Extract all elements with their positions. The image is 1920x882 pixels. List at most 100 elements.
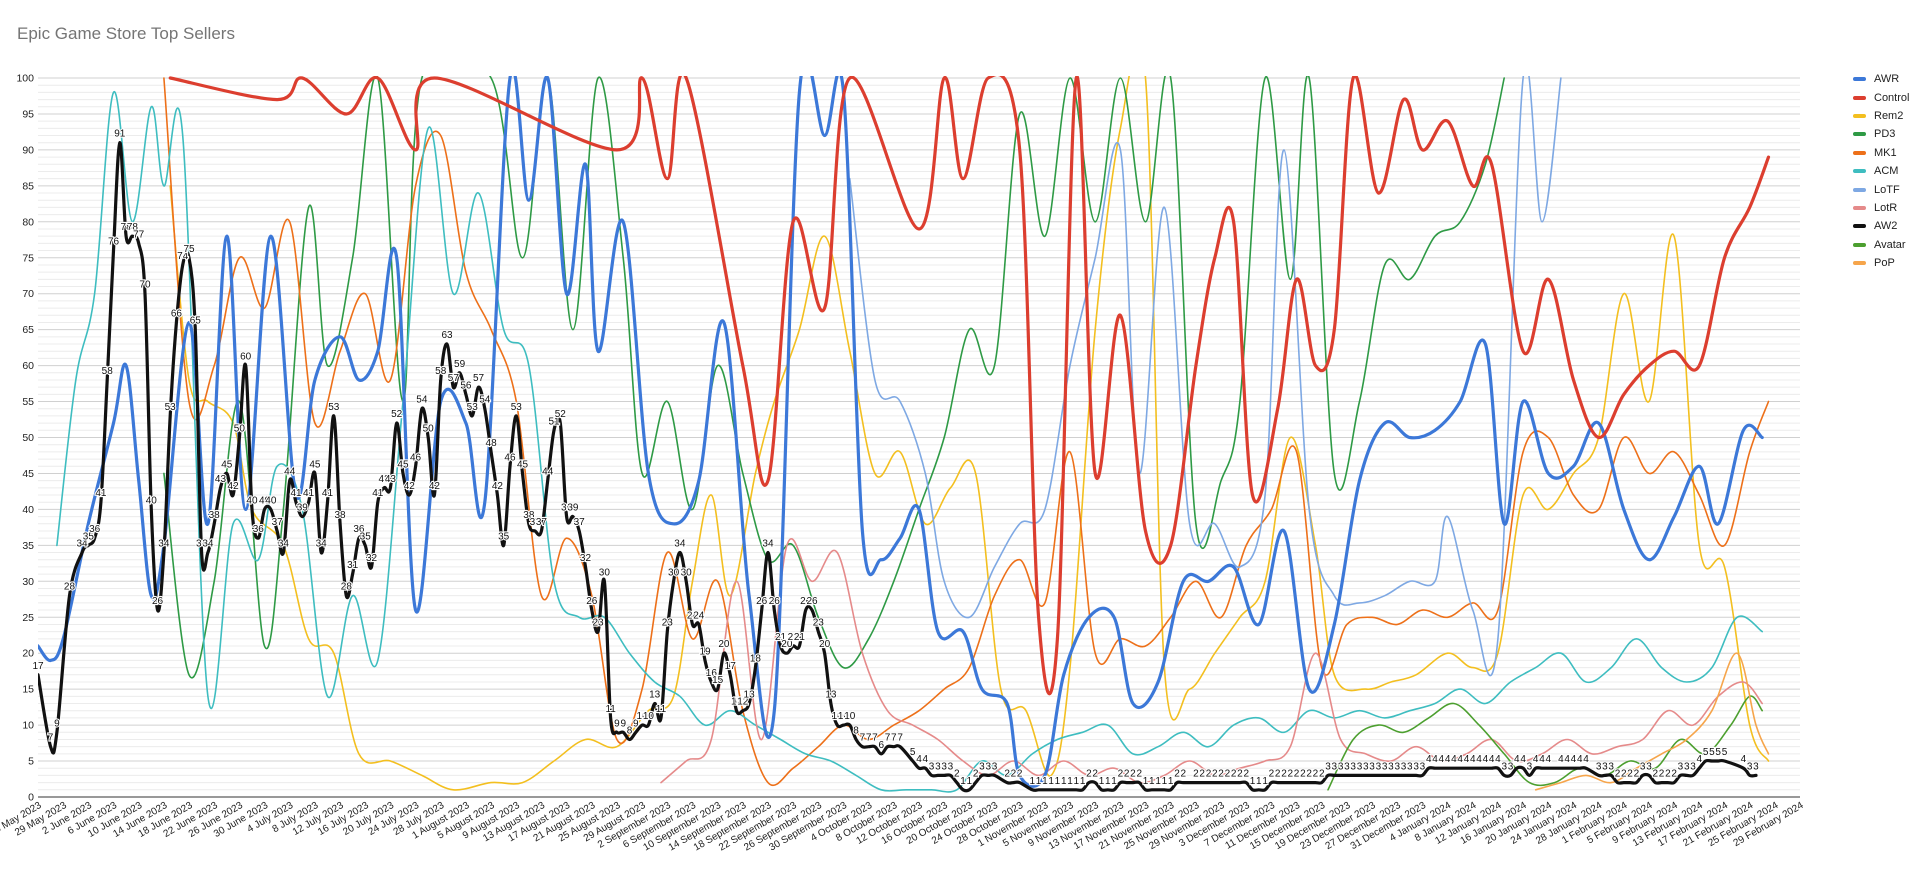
- y-tick-label: 75: [22, 252, 34, 264]
- data-label: 3: [1678, 761, 1684, 772]
- data-label: 2: [1627, 769, 1633, 780]
- legend-label: AW2: [1874, 220, 1898, 233]
- data-label: 26: [586, 596, 598, 607]
- data-label: 78: [121, 222, 133, 233]
- data-label: 2: [1092, 769, 1098, 780]
- data-label: 3: [1363, 761, 1369, 772]
- data-label: 19: [699, 646, 711, 657]
- y-tick-label: 15: [22, 684, 34, 696]
- data-label: 2: [1237, 769, 1243, 780]
- y-tick-label: 25: [22, 612, 34, 624]
- data-label: 2: [1659, 769, 1665, 780]
- data-label: 12: [731, 697, 743, 708]
- data-label: 32: [366, 553, 378, 564]
- data-label: 2: [1199, 769, 1205, 780]
- data-label: 3: [1388, 761, 1394, 772]
- data-label: 2: [1634, 769, 1640, 780]
- data-label: 9: [620, 718, 626, 729]
- data-label: 7: [872, 733, 878, 744]
- data-label: 2: [1671, 769, 1677, 780]
- data-label: 9: [633, 718, 639, 729]
- data-label: 28: [64, 582, 76, 593]
- legend-item-awr: AWR: [1853, 70, 1909, 88]
- data-label: 2: [1231, 769, 1237, 780]
- data-label: 58: [435, 366, 447, 377]
- data-label: 3: [1596, 761, 1602, 772]
- data-label: 3: [1357, 761, 1363, 772]
- data-label: 4: [1464, 754, 1470, 765]
- data-label: 75: [183, 244, 195, 255]
- data-label: 1: [1061, 776, 1067, 787]
- data-label: 2: [1243, 769, 1249, 780]
- data-label: 70: [139, 280, 151, 291]
- y-tick-label: 35: [22, 540, 34, 552]
- data-label: 41: [322, 488, 334, 499]
- data-label: 37: [272, 517, 284, 528]
- data-label: 57: [448, 373, 460, 384]
- data-label: 4: [1489, 754, 1495, 765]
- data-label: 2: [1281, 769, 1287, 780]
- data-label: 41: [303, 488, 315, 499]
- data-label: 23: [662, 618, 674, 629]
- data-label: 36: [89, 524, 101, 535]
- data-label: 53: [511, 402, 523, 413]
- data-label: 52: [391, 409, 403, 420]
- data-label: 2: [1300, 769, 1306, 780]
- data-label: 58: [102, 366, 114, 377]
- y-axis: 0 5 10 15 20 25 30 35 40 45 50 55 60 65 70 75 80 85 90 95 10…: [16, 73, 34, 804]
- data-label: 21: [788, 632, 800, 643]
- data-label: 30: [599, 567, 611, 578]
- data-label: 2: [1665, 769, 1671, 780]
- data-label: 2: [1269, 769, 1275, 780]
- data-label: 2: [1621, 769, 1627, 780]
- data-label: 3: [935, 761, 941, 772]
- data-label: 3: [929, 761, 935, 772]
- legend: AWR Control Rem2 PD3 MK1 ACM LoTF LotR AW2 Avatar…: [1853, 70, 1909, 272]
- data-label: 4: [1577, 754, 1583, 765]
- data-label: 18: [750, 654, 762, 665]
- data-label: 10: [643, 711, 655, 722]
- data-label: 2: [1275, 769, 1281, 780]
- legend-label: MK1: [1874, 146, 1897, 159]
- data-label: 3: [1753, 761, 1759, 772]
- data-label: 3: [1338, 761, 1344, 772]
- data-label: 32: [580, 553, 592, 564]
- data-label: 44: [542, 467, 554, 478]
- y-tick-label: 80: [22, 216, 34, 228]
- data-label: 20: [781, 639, 793, 650]
- data-label: 8: [627, 725, 633, 736]
- y-tick-label: 0: [28, 792, 34, 804]
- data-label: 56: [460, 380, 472, 391]
- legend-label: PD3: [1874, 128, 1896, 141]
- data-label: 9: [614, 718, 620, 729]
- legend-item-mk1: MK1: [1853, 144, 1909, 162]
- data-label: 2: [1225, 769, 1231, 780]
- data-label: 35: [83, 531, 95, 542]
- data-label: 10: [637, 711, 649, 722]
- data-label: 1: [1155, 776, 1161, 787]
- series-line-mk1: [163, 77, 1770, 787]
- data-label: 3: [1401, 761, 1407, 772]
- data-label: 60: [240, 352, 252, 363]
- data-label: 21: [775, 632, 787, 643]
- data-label: 7: [897, 733, 903, 744]
- data-label: 2: [1615, 769, 1621, 780]
- data-label: 45: [397, 459, 409, 470]
- legend-item-pd3: PD3: [1853, 125, 1909, 143]
- data-label: 30: [681, 567, 693, 578]
- data-label: 4: [1483, 754, 1489, 765]
- data-label: 4: [1583, 754, 1589, 765]
- data-label: 3: [985, 761, 991, 772]
- data-label: 4: [1697, 754, 1703, 765]
- data-label: 1: [1055, 776, 1061, 787]
- data-label: 34: [762, 539, 774, 550]
- data-label: 4: [1514, 754, 1520, 765]
- data-label: 34: [316, 539, 328, 550]
- y-tick-label: 60: [22, 360, 34, 372]
- y-tick-label: 50: [22, 432, 34, 444]
- data-label: 20: [718, 639, 730, 650]
- data-label: 1: [1080, 776, 1086, 787]
- data-label: 50: [423, 424, 435, 435]
- data-label: 2: [1011, 769, 1017, 780]
